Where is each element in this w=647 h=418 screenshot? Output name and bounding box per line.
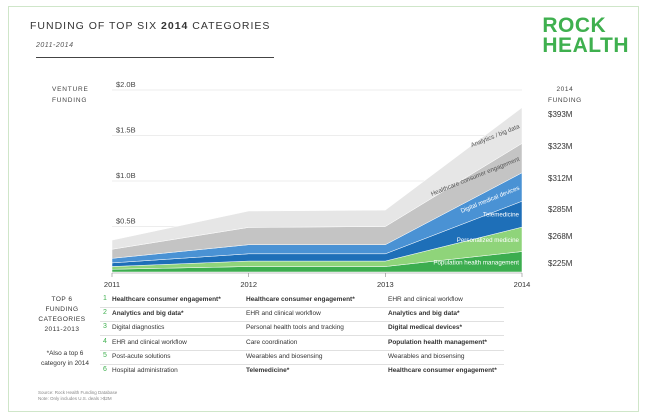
table-row-divider bbox=[100, 335, 504, 336]
x-tick-label-0: 2011 bbox=[104, 280, 120, 289]
end-value-label-1: $323M bbox=[548, 142, 573, 151]
table-row-number-3: 3 bbox=[103, 323, 107, 330]
table-cell-2-6: Telemedicine* bbox=[246, 367, 290, 374]
table-cell-2-3: Personal health tools and tracking bbox=[246, 324, 344, 331]
x-tick-label-2: 2013 bbox=[377, 280, 394, 289]
title-divider bbox=[36, 57, 274, 58]
table-row-number-1: 1 bbox=[103, 295, 107, 302]
title-suffix: CATEGORIES bbox=[188, 20, 271, 32]
title-year: 2014 bbox=[161, 20, 189, 32]
table-note-line-2: category in 2014 bbox=[40, 360, 90, 367]
end-value-label-2: $312M bbox=[548, 174, 573, 183]
infographic-frame bbox=[8, 6, 639, 412]
table-row-divider bbox=[100, 321, 504, 322]
y-axis-title-line-2: FUNDING bbox=[52, 97, 88, 104]
table-cell-1-6: Hospital administration bbox=[112, 367, 178, 374]
x-tick-label-1: 2012 bbox=[240, 280, 257, 289]
table-row-divider bbox=[100, 350, 504, 351]
table-cell-3-4: Population health management* bbox=[388, 339, 487, 346]
table-row-number-6: 6 bbox=[103, 366, 107, 373]
table-cell-2-2: EHR and clinical workflow bbox=[246, 310, 321, 317]
table-heading-line-3: CATEGORIES bbox=[38, 316, 86, 323]
table-cell-1-5: Post-acute solutions bbox=[112, 353, 171, 360]
source-line-2: Note: Only includes U.S. deals >$2M bbox=[38, 396, 112, 401]
end-value-label-0: $393M bbox=[548, 110, 573, 119]
end-values-header-line-1: 2014 bbox=[556, 86, 574, 93]
table-heading-line-1: TOP 6 bbox=[51, 296, 73, 303]
end-value-label-4: $268M bbox=[548, 232, 573, 241]
source-line-1: Source: Rock Health Funding Database bbox=[38, 390, 118, 395]
table-cell-3-6: Healthcare consumer engagement* bbox=[388, 367, 497, 374]
table-heading: TOP 6 FUNDING CATEGORIES 2011-2013 bbox=[30, 295, 94, 335]
y-axis-title-line-1: VENTURE bbox=[52, 86, 89, 93]
table-cell-2-5: Wearables and biosensing bbox=[246, 353, 323, 360]
title-prefix: FUNDING OF TOP SIX bbox=[30, 20, 162, 32]
chart-title: FUNDING OF TOP SIX 2014 CATEGORIES bbox=[30, 20, 270, 32]
y-tick-label-1: $1.0B bbox=[116, 171, 136, 180]
table-row-number-2: 2 bbox=[103, 309, 107, 316]
table-cell-1-4: EHR and clinical workflow bbox=[112, 339, 187, 346]
end-value-label-3: $285M bbox=[548, 205, 573, 214]
end-value-label-5: $225M bbox=[548, 259, 573, 268]
table-row-number-4: 4 bbox=[103, 338, 107, 345]
table-cell-2-1: Healthcare consumer engagement* bbox=[246, 296, 355, 303]
table-row-divider bbox=[100, 364, 504, 365]
table-cell-3-3: Digital medical devices* bbox=[388, 324, 463, 331]
table-cell-1-2: Analytics and big data* bbox=[112, 310, 184, 317]
end-values-header-line-2: FUNDING bbox=[548, 97, 582, 104]
series-label-2: Telemedicine bbox=[483, 212, 520, 219]
table-cell-1-1: Healthcare consumer engagement* bbox=[112, 296, 221, 303]
series-label-0: Population health management bbox=[433, 259, 519, 266]
table-heading-line-4: 2011-2013 bbox=[44, 326, 80, 333]
logo-line-1: ROCK bbox=[542, 14, 607, 37]
y-tick-label-3: $2.0B bbox=[116, 80, 136, 89]
y-tick-label-0: $0.5B bbox=[116, 217, 136, 226]
table-cell-3-2: Analytics and big data* bbox=[388, 310, 460, 317]
table-note-line-1: *Also a top 6 bbox=[46, 350, 84, 357]
rock-health-logo: ROCK HEALTH bbox=[542, 14, 629, 57]
series-label-1: Personalized medicine bbox=[457, 237, 520, 244]
area-series-5 bbox=[111, 107, 523, 250]
y-tick-label-2: $1.5B bbox=[116, 126, 136, 135]
table-cell-2-4: Care coordination bbox=[246, 339, 298, 346]
table-row-number-5: 5 bbox=[103, 352, 107, 359]
logo-line-2: HEALTH bbox=[542, 34, 629, 57]
table-cell-3-1: EHR and clinical workflow bbox=[388, 296, 463, 303]
table-row-divider bbox=[100, 307, 504, 308]
x-tick-label-3: 2014 bbox=[514, 280, 531, 289]
chart-subtitle: 2011-2014 bbox=[36, 42, 74, 49]
table-note: *Also a top 6 category in 2014 bbox=[30, 349, 100, 369]
y-axis-title: VENTURE FUNDING bbox=[52, 84, 89, 106]
source-note: Source: Rock Health Funding Database Not… bbox=[38, 390, 117, 402]
table-cell-1-3: Digital diagnostics bbox=[112, 324, 165, 331]
end-values-header: 2014 FUNDING bbox=[548, 84, 582, 106]
table-cell-3-5: Wearables and biosensing bbox=[388, 353, 465, 360]
table-heading-line-2: FUNDING bbox=[45, 306, 79, 313]
